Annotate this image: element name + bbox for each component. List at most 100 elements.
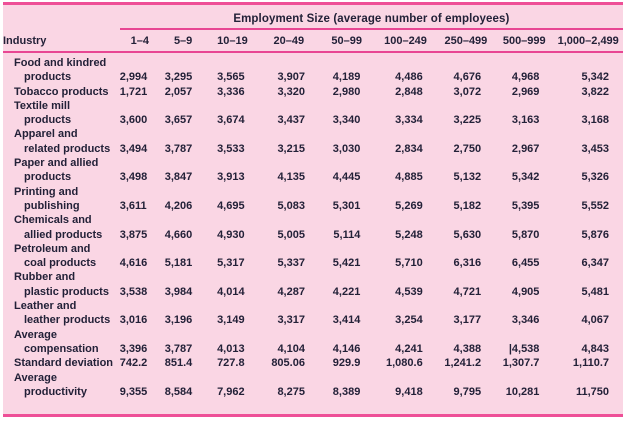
value-cell: 5,181 (164, 257, 193, 270)
value-cell: 1,110.7 (572, 357, 609, 370)
data-table: Employment Size (average number of emplo… (3, 5, 623, 399)
value-cell: 727.8 (217, 357, 245, 370)
column-header: 1,000–2,499 (553, 29, 623, 53)
table-row: Average productivity 9,355 8,584 7,962 8,275 8… (3, 371, 623, 400)
table-row: Chemicals and allied products 3,875 4,660 4,… (3, 213, 623, 242)
value-cell: 3,494 (119, 142, 148, 155)
title-spacer (3, 5, 120, 29)
value-cell: 3,016 (119, 314, 148, 327)
value-cell: 3,984 (164, 285, 193, 298)
value-cell: 4,146 (332, 342, 361, 355)
value-cell: 3,196 (164, 314, 193, 327)
value-cell: 3,225 (453, 114, 482, 127)
value-cell: 4,221 (332, 285, 361, 298)
value-cell: 3,847 (164, 171, 193, 184)
employment-size-table: Employment Size (average number of emplo… (3, 2, 623, 417)
value-cell: 5,005 (277, 228, 305, 241)
industry-label-line: Leather and (14, 300, 77, 313)
column-header-row: Industry 1–4 5–9 10–19 20–49 50–99 100–249 250… (3, 29, 623, 53)
value-cell: 4,968 (511, 71, 540, 84)
value-cell: 3,913 (217, 171, 245, 184)
value-cell: 10,281 (505, 385, 540, 398)
industry-cell: Chemicals and allied products (3, 213, 120, 242)
industry-label-line: publishing (24, 199, 80, 212)
column-header: 5–9 (159, 29, 207, 53)
value-cell: 2,967 (511, 142, 540, 155)
industry-cell: Apparel and related products (3, 127, 120, 156)
value-cell: 5,248 (395, 228, 423, 241)
industry-label-line: plastic products (24, 285, 109, 298)
value-cell: 3,414 (332, 314, 361, 327)
value-cell: 3,215 (277, 142, 305, 155)
industry-label-line: Food and kindred (14, 57, 107, 69)
value-cell: 805.06 (271, 357, 305, 370)
value-cell: 4,135 (277, 171, 305, 184)
value-cell: 4,660 (164, 228, 193, 241)
value-cell: 5,114 (333, 228, 361, 241)
value-cell: 5,552 (581, 199, 609, 212)
value-cell: 5,182 (453, 199, 482, 212)
industry-label-line: Textile mill (14, 99, 71, 112)
value-cell: 5,337 (277, 257, 305, 270)
value-cell: 1,307.7 (502, 357, 540, 370)
table-row: Apparel and related products 3,494 3,787 3,5… (3, 127, 623, 156)
value-cell: 4,616 (119, 257, 148, 270)
value-cell: 4,539 (395, 285, 423, 298)
title-row: Employment Size (average number of emplo… (3, 5, 623, 30)
industry-cell: Food and kindred products (3, 52, 120, 85)
value-cell: 4,721 (453, 285, 482, 298)
industry-label-line: Apparel and (14, 128, 78, 141)
value-cell: 2,057 (164, 85, 193, 98)
industry-cell: Paper and allied products (3, 156, 120, 185)
value-cell: 4,905 (511, 285, 540, 298)
value-cell: 4,206 (164, 199, 193, 212)
industry-label-line: Chemicals and (14, 214, 92, 227)
value-cell: 5,083 (277, 199, 305, 212)
industry-cell: Average compensation (3, 328, 120, 357)
value-cell: 5,395 (511, 199, 540, 212)
column-header: 250–499 (436, 29, 496, 53)
value-cell: 3,437 (277, 114, 305, 127)
table-row: Leather and leather products 3,016 3,196 3,1… (3, 299, 623, 328)
value-cell: 5,326 (581, 171, 609, 184)
value-cell: 4,843 (581, 342, 609, 355)
industry-label-line: Petroleum and (14, 242, 91, 255)
industry-label-line: Average (14, 328, 58, 341)
industry-label-line: Paper and allied (14, 157, 99, 170)
value-cell: 3,254 (395, 314, 423, 327)
value-cell: 11,750 (575, 385, 609, 398)
industry-cell: Rubber and plastic products (3, 270, 120, 299)
value-cell: 3,674 (217, 114, 245, 127)
value-cell: 3,163 (511, 114, 540, 127)
value-cell: 2,980 (332, 85, 361, 98)
column-header: 500–999 (495, 29, 554, 53)
value-cell: 1,241.2 (444, 357, 482, 370)
industry-label-line: related products (24, 142, 111, 155)
value-cell: 5,132 (453, 171, 482, 184)
value-cell: 4,695 (217, 199, 245, 212)
value-cell: 5,342 (511, 171, 540, 184)
value-cell: 3,611 (119, 199, 147, 212)
value-cell: 4,067 (581, 314, 609, 327)
industry-label-line: compensation (24, 342, 99, 355)
value-cell: |4,538 (508, 342, 540, 355)
value-cell: 7,962 (217, 385, 245, 398)
value-cell: 3,336 (217, 85, 245, 98)
industry-label-line: Printing and (14, 185, 79, 198)
value-cell: 8,275 (277, 385, 305, 398)
value-cell: 2,750 (453, 142, 482, 155)
table-body: Food and kindred products 2,994 3,295 3,565 3… (3, 52, 623, 399)
value-cell: 4,676 (453, 71, 482, 84)
value-cell: 4,885 (395, 171, 423, 184)
column-header: 10–19 (206, 29, 259, 53)
value-cell: 3,334 (395, 114, 423, 127)
value-cell: 6,455 (511, 257, 540, 270)
value-cell: 3,149 (217, 314, 245, 327)
column-header: 50–99 (318, 29, 375, 53)
table-row: Textile mill products 3,600 3,657 3,674 3,437… (3, 99, 623, 128)
industry-cell: Printing and publishing (3, 185, 120, 214)
value-cell: 2,834 (395, 142, 423, 155)
table-row: Standard deviation 742.2 851.4 727.8 805.06 9… (3, 356, 623, 370)
value-cell: 8,584 (164, 385, 193, 398)
